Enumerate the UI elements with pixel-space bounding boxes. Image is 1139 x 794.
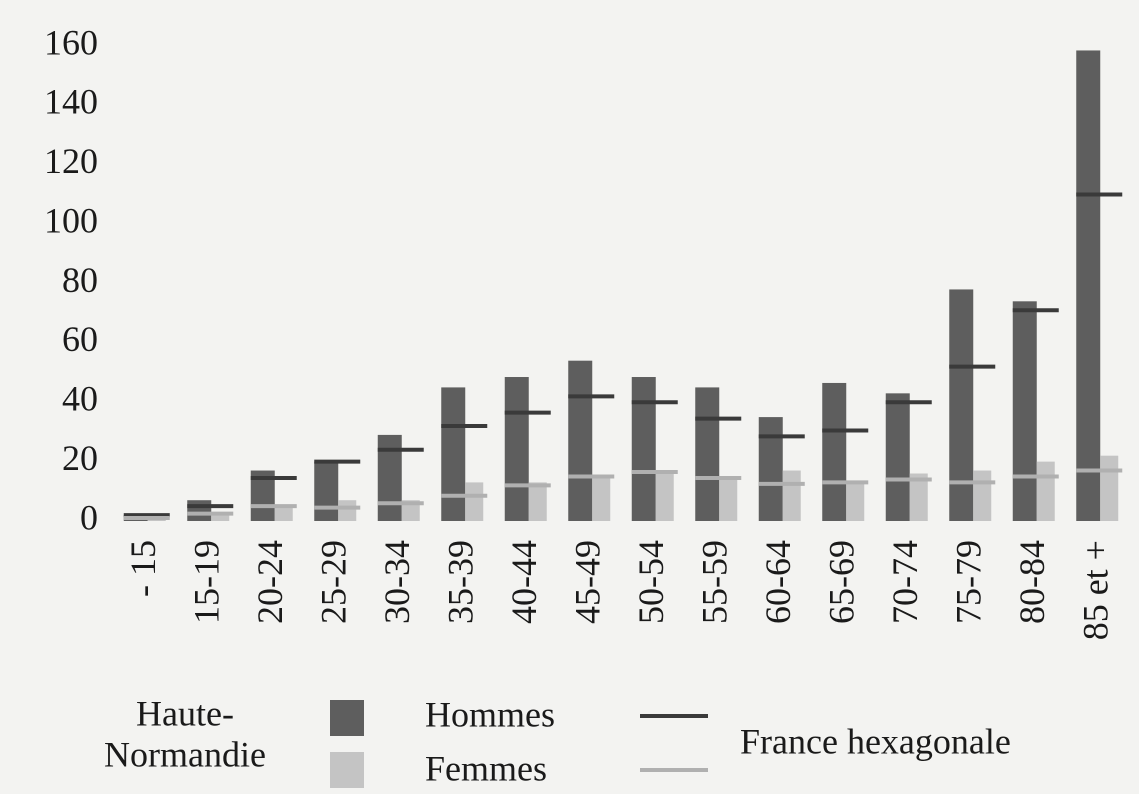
- bar: [592, 476, 611, 521]
- legend-region: Normandie: [104, 734, 266, 774]
- bar: [758, 417, 783, 521]
- bar: [1100, 455, 1119, 521]
- bar: [695, 387, 720, 521]
- bar: [568, 360, 593, 521]
- legend-swatch: [330, 752, 364, 788]
- bar: [1012, 301, 1037, 521]
- legend-label: Hommes: [425, 694, 555, 734]
- x-tick-label: 50-54: [631, 540, 671, 624]
- bar: [187, 500, 212, 521]
- x-tick-label: 55-59: [695, 540, 735, 624]
- bar: [1076, 50, 1101, 521]
- y-tick-label: 0: [80, 497, 98, 537]
- bar: [973, 470, 992, 521]
- bar: [782, 470, 801, 521]
- bar: [949, 289, 974, 521]
- bar: [719, 476, 738, 521]
- x-tick-label: 30-34: [377, 540, 417, 624]
- x-tick-label: 40-44: [504, 540, 544, 624]
- x-tick-label: 15-19: [187, 540, 227, 624]
- y-tick-label: 20: [62, 438, 98, 478]
- x-tick-label: 70-74: [885, 540, 925, 624]
- bar: [631, 377, 656, 521]
- bar: [846, 482, 865, 521]
- y-tick-label: 40: [62, 379, 98, 419]
- legend-label: France hexagonale: [740, 721, 1011, 761]
- bar: [441, 387, 466, 521]
- x-tick-label: 60-64: [758, 540, 798, 624]
- y-tick-label: 120: [44, 141, 98, 181]
- bar: [274, 506, 293, 521]
- bar: [504, 377, 529, 521]
- x-tick-label: 20-24: [250, 540, 290, 624]
- y-tick-label: 80: [62, 260, 98, 300]
- x-tick-label: 45-49: [568, 540, 608, 624]
- bar: [528, 482, 547, 521]
- bar: [401, 500, 420, 521]
- bar: [822, 382, 847, 521]
- y-tick-label: 160: [44, 22, 98, 62]
- x-tick-label: 85 et +: [1076, 540, 1116, 640]
- bar: [211, 512, 230, 521]
- bar: [655, 470, 674, 521]
- y-tick-label: 100: [44, 200, 98, 240]
- x-tick-label: 80-84: [1012, 540, 1052, 624]
- x-tick-label: - 15: [123, 540, 163, 597]
- bar: [338, 500, 357, 521]
- x-tick-label: 75-79: [949, 540, 989, 624]
- x-tick-label: 65-69: [822, 540, 862, 624]
- y-tick-label: 60: [62, 319, 98, 359]
- x-tick-label: 25-29: [314, 540, 354, 624]
- bar: [909, 473, 928, 521]
- legend-label: Femmes: [425, 748, 547, 788]
- bar: [885, 393, 910, 521]
- bar: [314, 461, 339, 521]
- bar: [465, 482, 484, 521]
- legend-swatch: [330, 700, 364, 736]
- legend-region: Haute-: [136, 693, 234, 733]
- y-tick-label: 140: [44, 82, 98, 122]
- bar: [1036, 461, 1055, 521]
- x-tick-label: 35-39: [441, 540, 481, 624]
